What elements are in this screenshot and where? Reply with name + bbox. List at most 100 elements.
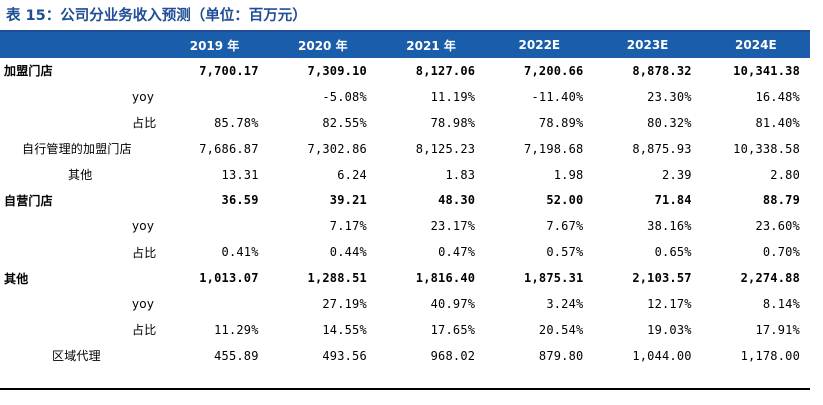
table-cell: 39.21 — [329, 193, 367, 208]
table-cell: 10,341.38 — [733, 63, 800, 78]
table-cell: 82.55% — [322, 115, 367, 130]
table-cell: 88.79 — [762, 193, 800, 208]
table-cell: 1,288.51 — [307, 271, 367, 286]
table-cell: 7,198.68 — [524, 141, 584, 156]
table-cell: 17.65% — [430, 322, 476, 337]
table-row: 自行管理的加盟门店 7,686.87 7,302.86 8,125.23 7,198.6… — [0, 136, 810, 162]
table-cell: 1,178.00 — [740, 348, 800, 363]
table-cell: 0.44% — [329, 245, 367, 260]
table-cell — [160, 291, 268, 317]
table-cell: 78.98% — [430, 115, 476, 130]
row-label: yoy — [132, 89, 155, 104]
table-cell: 7,302.86 — [307, 141, 367, 156]
row-label: 占比 — [132, 323, 157, 338]
table-cell: 20.54% — [538, 322, 584, 337]
row-label: 其他 — [4, 271, 29, 286]
table-row: 占比 85.78% 82.55% 78.98% 78.89% 80.32% 81.40% — [0, 110, 810, 136]
table-cell: 48.30 — [438, 193, 476, 208]
table-cell: 2.80 — [770, 167, 800, 182]
header-cell: 2023E — [593, 32, 702, 58]
row-label: 自行管理的加盟门店 — [22, 142, 132, 157]
header-cell: 2024E — [701, 32, 810, 58]
header-cell — [0, 32, 161, 58]
table-cell: 2,274.88 — [740, 271, 800, 286]
table-cell: 8,875.93 — [632, 141, 692, 156]
table-cell: 27.19% — [322, 296, 367, 311]
table-cell: 19.03% — [647, 322, 692, 337]
header-cell: 2021 年 — [376, 32, 486, 58]
table-cell: -5.08% — [322, 89, 367, 104]
table-cell: 8,878.32 — [632, 63, 692, 78]
table-cell: 2.39 — [662, 167, 692, 182]
table-cell: 1,875.31 — [524, 271, 584, 286]
table-cell: 1.83 — [445, 167, 476, 182]
table-cell: 23.60% — [755, 219, 800, 234]
table-cell: 1,816.40 — [415, 271, 476, 286]
table-row: 占比 0.41% 0.44% 0.47% 0.57% 0.65% 0.70% — [0, 239, 810, 265]
row-label: 占比 — [132, 116, 157, 131]
table-cell: 1,013.07 — [199, 271, 259, 286]
table-cell: 7.67% — [546, 219, 584, 234]
table-cell: 493.56 — [322, 348, 367, 363]
title-rule — [0, 30, 810, 32]
table-cell: 14.55% — [322, 322, 367, 337]
forecast-table: 2019 年 2020 年 2021 年 2022E 2023E 2024E 加… — [0, 32, 810, 369]
table-cell: 0.70% — [762, 245, 800, 260]
row-label: 区域代理 — [52, 349, 101, 364]
header-row: 2019 年 2020 年 2021 年 2022E 2023E 2024E — [0, 32, 810, 58]
table-cell: 8,127.06 — [415, 63, 476, 78]
table-cell: 11.19% — [430, 89, 476, 104]
table-cell: 85.78% — [214, 115, 259, 130]
table-row: 自营门店 36.59 39.21 48.30 52.00 71.84 88.79 — [0, 187, 810, 213]
table-cell: 7,700.17 — [199, 63, 259, 78]
table-row: 占比 11.29% 14.55% 17.65% 20.54% 19.03% 17.91% — [0, 317, 810, 343]
header-cell: 2022E — [485, 32, 594, 58]
row-label: 自营门店 — [4, 193, 53, 208]
table-bottom-rule — [0, 388, 810, 390]
row-label: 其他 — [68, 168, 93, 182]
table-cell: 968.02 — [430, 348, 476, 363]
table-cell: 10,338.58 — [733, 141, 800, 156]
table-cell: 2,103.57 — [632, 271, 692, 286]
table-cell: 36.59 — [221, 193, 259, 208]
table-cell: 38.16% — [647, 219, 692, 234]
table-cell: 455.89 — [214, 348, 259, 363]
table-cell: 80.32% — [647, 115, 692, 130]
row-label: yoy — [132, 219, 155, 234]
table-cell: 78.89% — [538, 115, 584, 130]
table-cell: 13.31 — [221, 167, 259, 182]
table-cell: 3.24% — [546, 296, 584, 311]
table-cell: 81.40% — [755, 115, 800, 130]
table-title: 表 15：公司分业务收入预测（单位：百万元） — [6, 8, 307, 24]
table-cell: 1.98 — [553, 167, 584, 182]
table-cell: 7,200.66 — [524, 63, 584, 78]
table-row: yoy 27.19% 40.97% 3.24% 12.17% 8.14% — [0, 291, 810, 317]
table-row: 其他 1,013.07 1,288.51 1,816.40 1,875.31 2,103.… — [0, 265, 810, 291]
table-cell: 879.80 — [538, 348, 584, 363]
table-cell: 7,309.10 — [307, 63, 367, 78]
table-row: yoy 7.17% 23.17% 7.67% 38.16% 23.60% — [0, 213, 810, 239]
table-cell: 0.47% — [438, 245, 476, 260]
table-cell: 8.14% — [762, 296, 800, 311]
table-cell — [160, 213, 268, 239]
table-cell: 23.30% — [647, 89, 692, 104]
table-cell: -11.40% — [531, 89, 584, 104]
table-cell: 12.17% — [647, 296, 692, 311]
header-cell: 2019 年 — [160, 32, 269, 58]
row-label: yoy — [132, 296, 155, 311]
table-row: 区域代理 455.89 493.56 968.02 879.80 1,044.00 1,17… — [0, 343, 810, 369]
table-cell: 0.57% — [546, 245, 584, 260]
table-cell: 0.41% — [221, 245, 259, 260]
table-cell: 8,125.23 — [415, 141, 476, 156]
table-row: 其他 13.31 6.24 1.83 1.98 2.39 2.80 — [0, 162, 810, 188]
row-label: 占比 — [132, 245, 157, 260]
table-cell: 16.48% — [755, 89, 800, 104]
table-cell: 7.17% — [329, 219, 367, 234]
table-cell: 1,044.00 — [632, 348, 692, 363]
table-cell: 52.00 — [546, 193, 584, 208]
table-cell: 23.17% — [430, 219, 476, 234]
table-cell: 40.97% — [430, 296, 476, 311]
table-cell: 11.29% — [214, 322, 259, 337]
table-cell: 6.24 — [337, 167, 367, 182]
row-label: 加盟门店 — [4, 64, 53, 79]
